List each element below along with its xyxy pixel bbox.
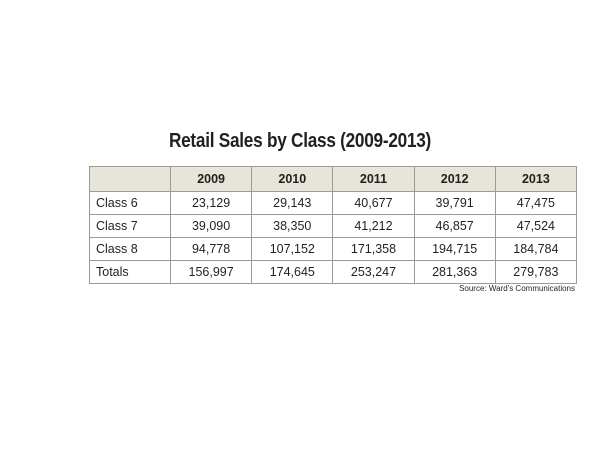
source-note: Source: Ward's Communications — [459, 284, 575, 293]
table-cell: 184,784 — [494, 237, 578, 261]
table-cell: 47,475 — [494, 191, 578, 215]
table-cell: 107,152 — [251, 237, 334, 261]
table-cell: 29,143 — [251, 191, 334, 215]
sales-table: 2009 2010 2011 2012 2013 Class 6 23,129 … — [89, 166, 578, 284]
table-cell: 23,129 — [169, 191, 253, 215]
row-label: Totals — [89, 260, 171, 284]
table-cell: 46,857 — [413, 214, 496, 238]
header-year-2009: 2009 — [169, 166, 253, 192]
table-cell: 253,247 — [332, 260, 415, 284]
table-cell: 47,524 — [494, 214, 578, 238]
table-cell: 194,715 — [413, 237, 496, 261]
table-row-class-8: Class 8 94,778 107,152 171,358 194,715 1… — [89, 237, 578, 261]
table-row-class-7: Class 7 39,090 38,350 41,212 46,857 47,5… — [89, 214, 578, 238]
header-year-2011: 2011 — [332, 166, 415, 192]
header-corner-cell — [89, 166, 171, 192]
table-row-class-6: Class 6 23,129 29,143 40,677 39,791 47,4… — [89, 191, 578, 215]
table-cell: 39,791 — [413, 191, 496, 215]
chart-title: Retail Sales by Class (2009-2013) — [168, 130, 432, 152]
table-cell: 281,363 — [413, 260, 496, 284]
header-year-2010: 2010 — [251, 166, 334, 192]
table-cell: 174,645 — [251, 260, 334, 284]
row-label: Class 6 — [89, 191, 171, 215]
table-header-row: 2009 2010 2011 2012 2013 — [89, 166, 578, 192]
header-year-2012: 2012 — [413, 166, 496, 192]
table-cell: 171,358 — [332, 237, 415, 261]
table-row-totals: Totals 156,997 174,645 253,247 281,363 2… — [89, 260, 578, 284]
header-year-2013: 2013 — [494, 166, 578, 192]
table-cell: 156,997 — [169, 260, 253, 284]
table-cell: 279,783 — [494, 260, 578, 284]
table-cell: 41,212 — [332, 214, 415, 238]
table-cell: 94,778 — [169, 237, 253, 261]
table-cell: 38,350 — [251, 214, 334, 238]
table-cell: 39,090 — [169, 214, 253, 238]
row-label: Class 8 — [89, 237, 171, 261]
row-label: Class 7 — [89, 214, 171, 238]
table-cell: 40,677 — [332, 191, 415, 215]
